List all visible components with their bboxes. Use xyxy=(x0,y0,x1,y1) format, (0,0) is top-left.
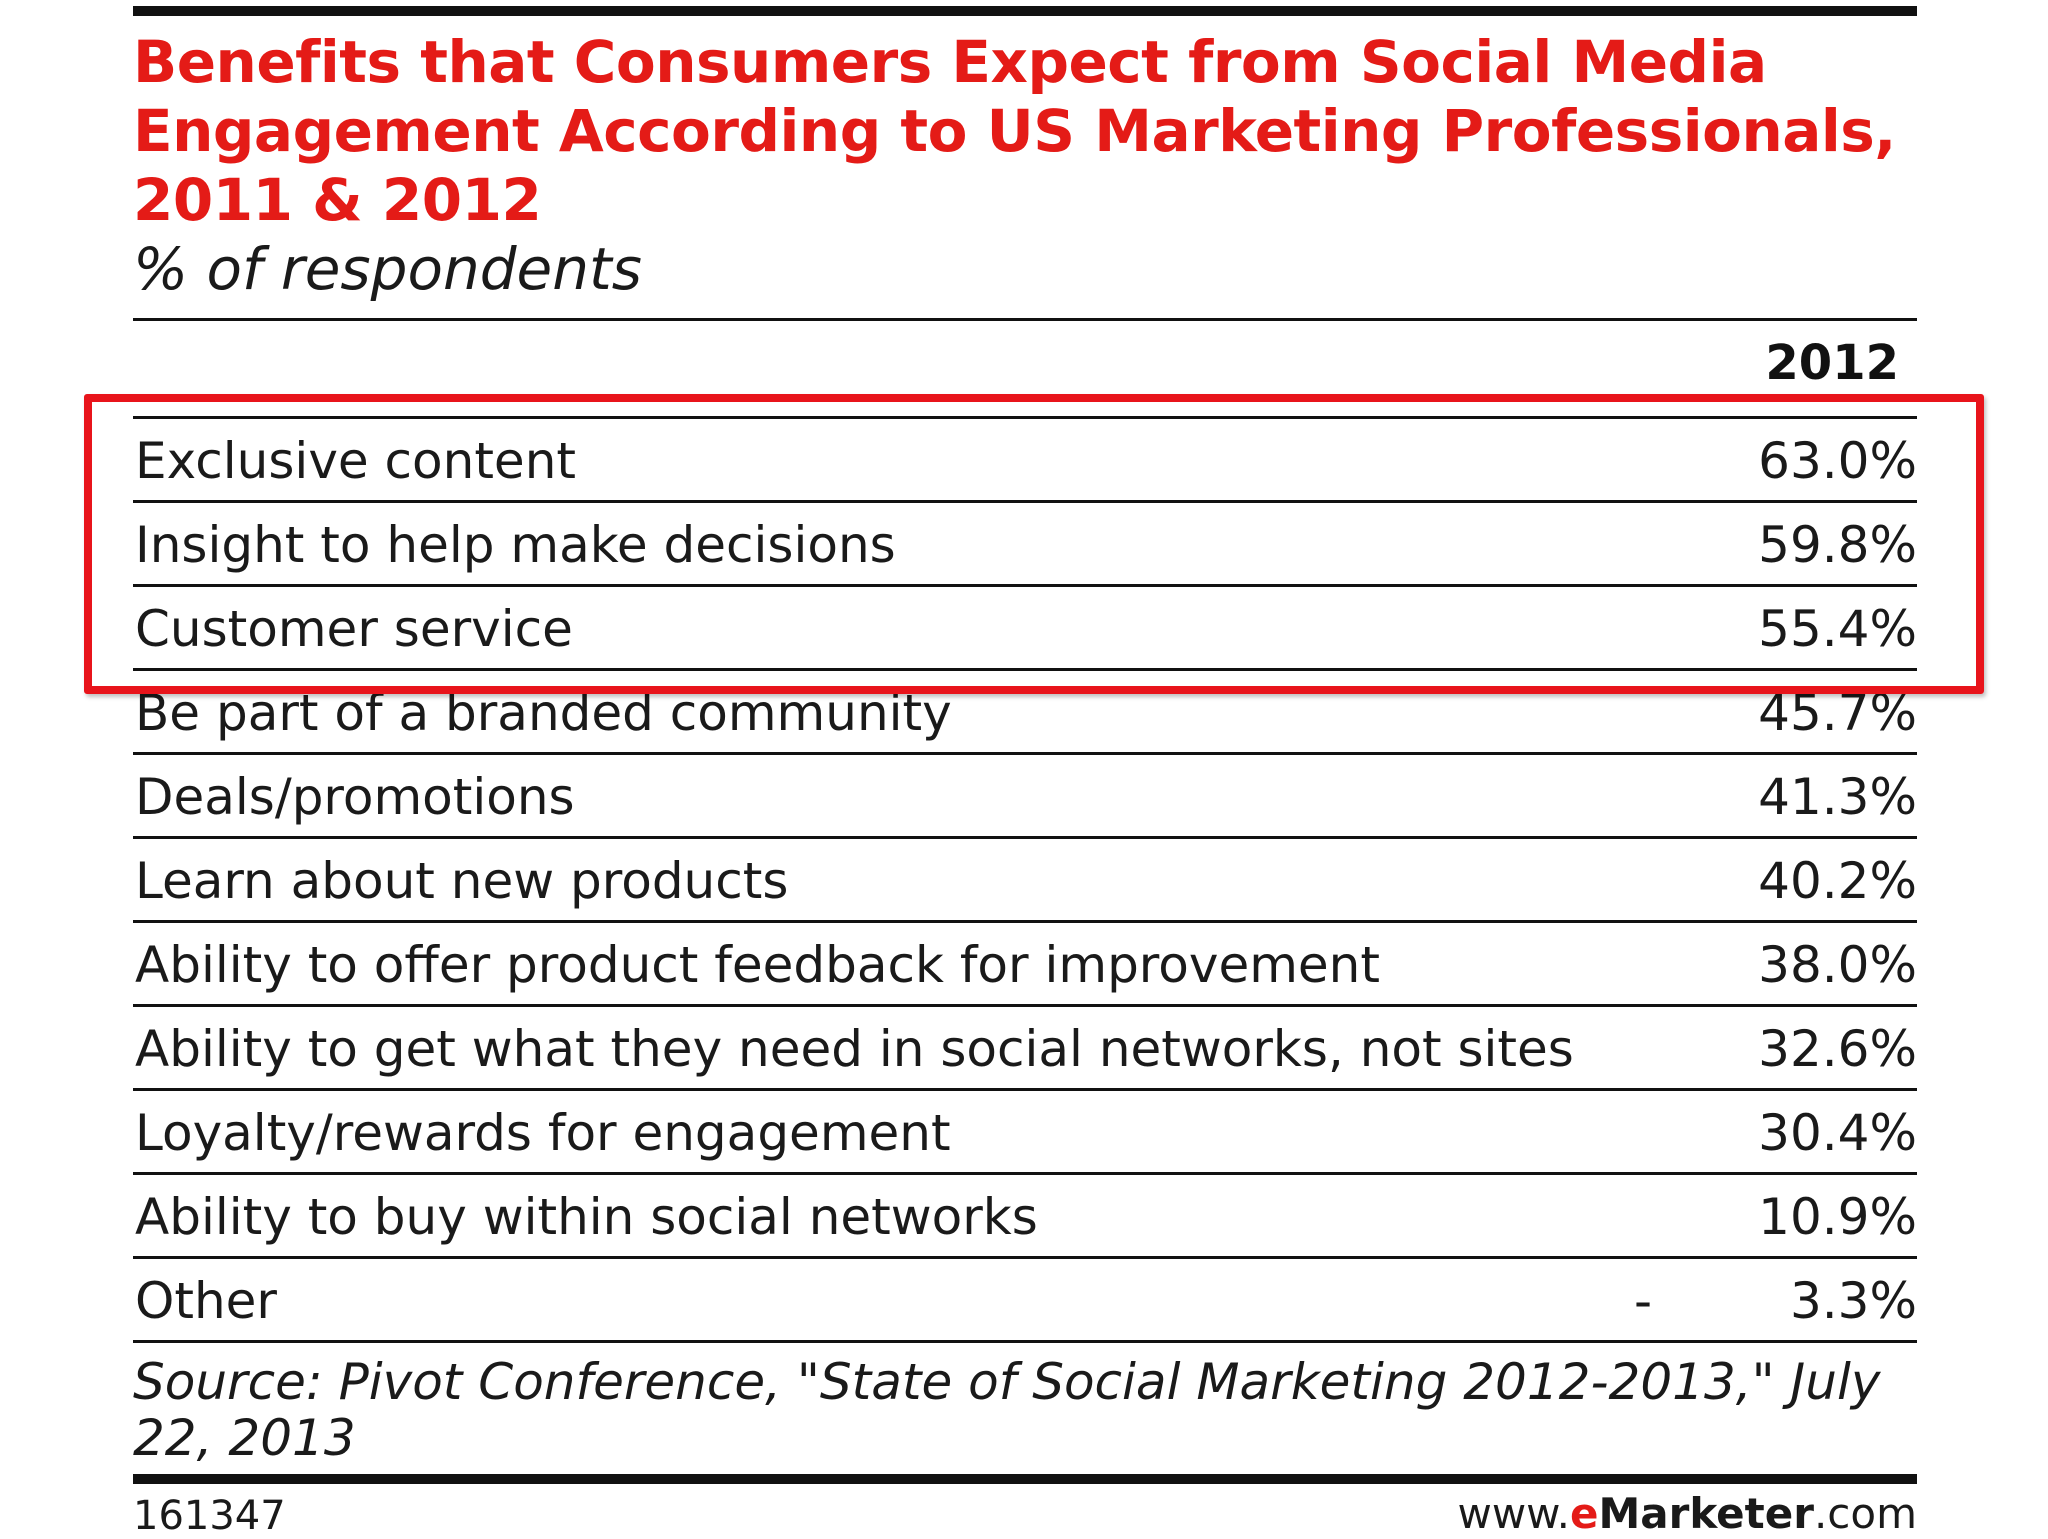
row-value: 38.0% xyxy=(1758,936,1917,994)
row-value: 32.6% xyxy=(1758,1020,1917,1078)
row-value: 30.4% xyxy=(1758,1104,1917,1162)
table-end-rule xyxy=(133,1340,1917,1343)
table-row: Other - 3.3% xyxy=(133,1256,1917,1340)
row-label: Other xyxy=(135,1272,277,1330)
row-label: Exclusive content xyxy=(135,432,576,490)
row-label: Loyalty/rewards for engagement xyxy=(135,1104,951,1162)
table-row: Exclusive content 63.0% xyxy=(133,416,1917,500)
table-row: Insight to help make decisions 59.8% xyxy=(133,500,1917,584)
row-label: Deals/promotions xyxy=(135,768,575,826)
row-prev-value: - xyxy=(1633,1272,1652,1330)
column-header-2012: 2012 xyxy=(1765,335,1899,391)
chart-title: Benefits that Consumers Expect from Soci… xyxy=(133,28,1896,234)
brand-url[interactable]: www.eMarketer.com xyxy=(1457,1492,1917,1536)
brand-marketer: Marketer xyxy=(1598,1489,1814,1538)
header-rule xyxy=(133,318,1917,321)
row-value: 3.3% xyxy=(1789,1272,1917,1330)
row-value: 45.7% xyxy=(1758,684,1917,742)
brand-e: e xyxy=(1570,1489,1599,1538)
chart-subtitle: % of respondents xyxy=(133,235,642,303)
chart-frame: Benefits that Consumers Expect from Soci… xyxy=(133,0,1917,1539)
table-row: Ability to buy within social networks 10.… xyxy=(133,1172,1917,1256)
top-rule xyxy=(133,6,1917,16)
source-note: Source: Pivot Conference, "State of Soci… xyxy=(133,1353,1881,1467)
row-label: Ability to offer product feedback for im… xyxy=(135,936,1380,994)
row-label: Learn about new products xyxy=(135,852,789,910)
chart-id: 161347 xyxy=(133,1493,286,1539)
row-value: 41.3% xyxy=(1758,768,1917,826)
data-table-body: Exclusive content 63.0% Insight to help ma… xyxy=(133,416,1917,1340)
brand-suffix: .com xyxy=(1813,1489,1917,1538)
row-value: 63.0% xyxy=(1758,432,1917,490)
row-value: 59.8% xyxy=(1758,516,1917,574)
table-row: Ability to get what they need in social … xyxy=(133,1004,1917,1088)
row-value: 10.9% xyxy=(1758,1188,1917,1246)
table-row: Be part of a branded community 45.7% xyxy=(133,668,1917,752)
table-row: Deals/promotions 41.3% xyxy=(133,752,1917,836)
table-row: Loyalty/rewards for engagement 30.4% xyxy=(133,1088,1917,1172)
row-value: 40.2% xyxy=(1758,852,1917,910)
table-row: Ability to offer product feedback for im… xyxy=(133,920,1917,1004)
row-label: Ability to get what they need in social … xyxy=(135,1020,1574,1078)
brand-prefix: www. xyxy=(1457,1489,1571,1538)
bottom-rule xyxy=(133,1474,1917,1484)
row-label: Customer service xyxy=(135,600,573,658)
row-value: 55.4% xyxy=(1758,600,1917,658)
table-row: Customer service 55.4% xyxy=(133,584,1917,668)
row-label: Insight to help make decisions xyxy=(135,516,896,574)
row-label: Be part of a branded community xyxy=(135,684,952,742)
table-row: Learn about new products 40.2% xyxy=(133,836,1917,920)
row-label: Ability to buy within social networks xyxy=(135,1188,1038,1246)
